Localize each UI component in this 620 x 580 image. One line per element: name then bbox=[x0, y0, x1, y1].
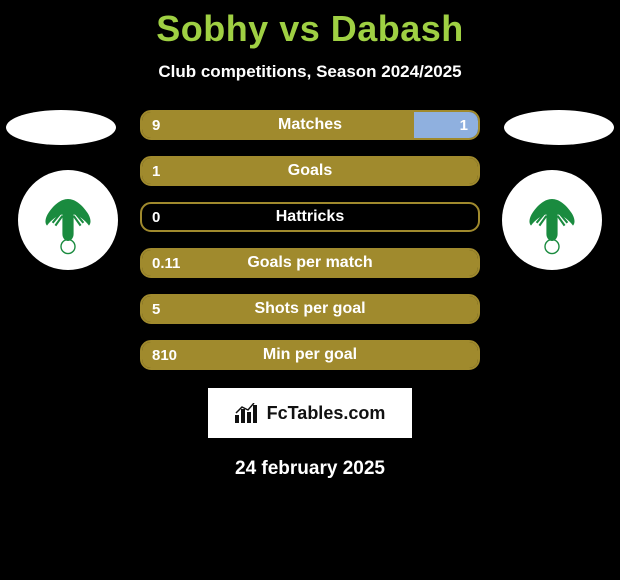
stat-bars: 91Matches 1Goals 0Hattricks 0.11Goals per m… bbox=[140, 110, 480, 370]
right-club-logo bbox=[502, 170, 602, 270]
stat-label: Shots per goal bbox=[142, 300, 478, 318]
stat-label: Hattricks bbox=[142, 208, 478, 226]
stat-label: Matches bbox=[142, 116, 478, 134]
stat-label: Goals per match bbox=[142, 254, 478, 272]
right-player-avatar bbox=[504, 110, 614, 145]
stat-row: 1Goals bbox=[140, 156, 480, 186]
stat-row: 5Shots per goal bbox=[140, 294, 480, 324]
stat-label: Min per goal bbox=[142, 346, 478, 364]
eagle-icon bbox=[33, 185, 103, 255]
stat-row: 0Hattricks bbox=[140, 202, 480, 232]
stat-label: Goals bbox=[142, 162, 478, 180]
left-club-logo bbox=[18, 170, 118, 270]
date-label: 24 february 2025 bbox=[0, 458, 620, 480]
stat-row: 91Matches bbox=[140, 110, 480, 140]
chart-icon bbox=[235, 403, 261, 423]
stat-row: 810Min per goal bbox=[140, 340, 480, 370]
eagle-icon bbox=[517, 185, 587, 255]
brand-badge[interactable]: FcTables.com bbox=[206, 386, 414, 440]
page-title: Sobhy vs Dabash bbox=[0, 0, 620, 50]
brand-text: FcTables.com bbox=[267, 403, 386, 424]
left-player-avatar bbox=[6, 110, 116, 145]
subtitle: Club competitions, Season 2024/2025 bbox=[0, 62, 620, 82]
stat-row: 0.11Goals per match bbox=[140, 248, 480, 278]
comparison-panel: 91Matches 1Goals 0Hattricks 0.11Goals per m… bbox=[0, 110, 620, 370]
